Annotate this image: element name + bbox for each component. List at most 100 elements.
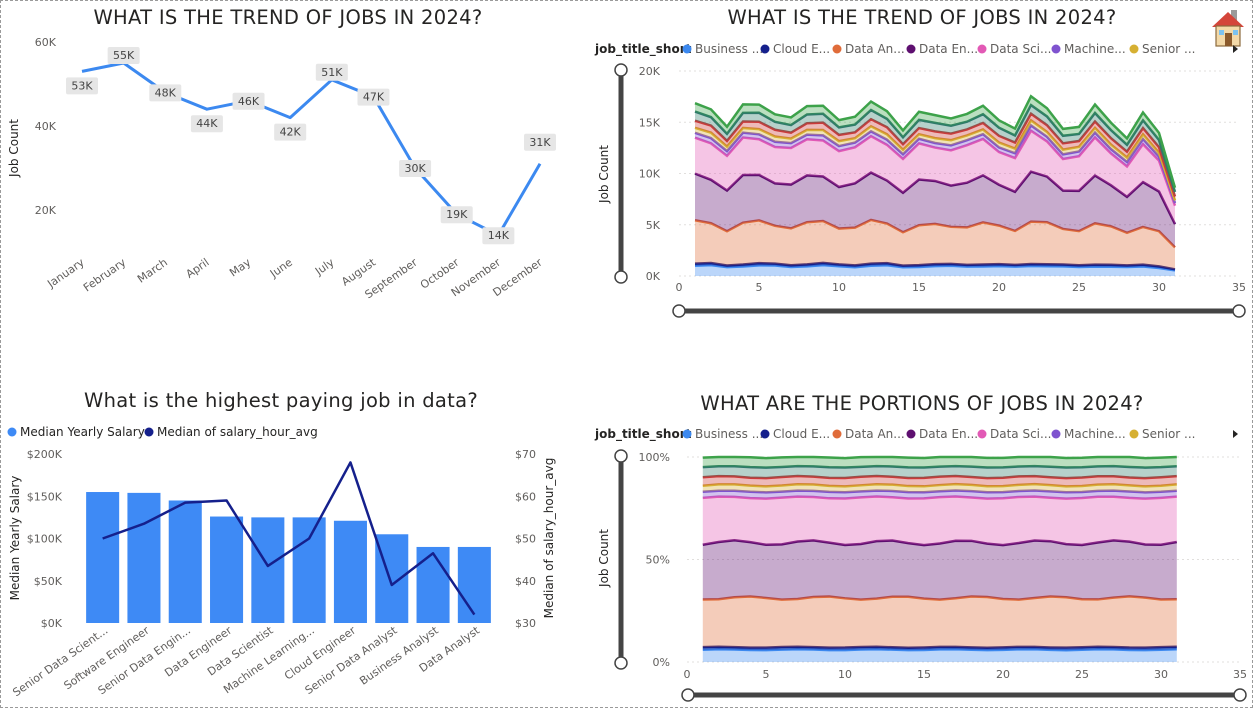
legend-swatch: [760, 44, 770, 54]
job-trend-stacked-area-chart: WHAT IS THE TREND OF JOBS IN 2024? job_t…: [594, 6, 1246, 318]
data-label-bg: [190, 115, 223, 133]
y-tick-label: $0K: [41, 617, 63, 630]
x-tick-label: 5: [756, 281, 763, 294]
hourly-salary-line: [102, 461, 476, 616]
salary-bar: [416, 546, 450, 623]
y-tick-label: $100K: [27, 533, 63, 546]
data-label: 44K: [196, 117, 218, 130]
area-fill: [702, 457, 1177, 468]
data-label: 46K: [238, 95, 260, 108]
x-tick-label: March: [135, 256, 170, 286]
data-label: 48K: [155, 86, 177, 99]
area-fill: [702, 540, 1177, 600]
data-label: 53K: [71, 79, 93, 92]
x-tick-label: 30: [1152, 281, 1166, 294]
y2-axis-label: Median of salary_hour_avg: [542, 458, 556, 619]
area-line: [694, 261, 1176, 271]
chart-title: WHAT IS THE TREND OF JOBS IN 2024?: [727, 6, 1116, 29]
x-tick-label: 0: [684, 668, 691, 681]
data-label-bg: [66, 77, 98, 95]
horizontal-zoom-handle-left: [672, 304, 686, 318]
data-label-bg: [274, 123, 307, 141]
x-tick-label: 20: [992, 281, 1006, 294]
job-portion-area-chart: WHAT ARE THE PORTIONS OF JOBS IN 2024? j…: [594, 392, 1247, 702]
legend-item: Machine...: [1064, 427, 1126, 441]
salary-bar: [292, 517, 326, 623]
x-tick-label: April: [184, 256, 212, 281]
y-tick-label: 10K: [639, 168, 661, 181]
y-tick-label: 20K: [35, 204, 57, 217]
legend-swatch: [906, 44, 916, 54]
y-axis-label: Job Count: [597, 145, 611, 204]
y2-tick-label: $60: [515, 490, 536, 503]
area-fill: [702, 466, 1177, 479]
legend-swatch: [832, 44, 842, 54]
legend-title: job_title_short: [594, 427, 692, 442]
x-tick-label: June: [267, 256, 295, 281]
area-line: [694, 128, 1177, 207]
data-label: 31K: [529, 136, 551, 149]
legend-item: Business ...: [695, 427, 763, 441]
y-tick-label: 40K: [35, 120, 57, 133]
y-tick-label: 100%: [639, 451, 670, 464]
data-label-bg: [232, 92, 265, 110]
chart-title: What is the highest paying job in data?: [84, 389, 478, 412]
chart-title: WHAT IS THE TREND OF JOBS IN 2024?: [93, 6, 482, 29]
x-tick-label: February: [81, 256, 129, 295]
area-line: [702, 455, 1177, 460]
legend-item: Business ...: [695, 42, 763, 56]
data-label: 55K: [113, 49, 135, 62]
y-tick-label: 60K: [35, 36, 57, 49]
legend-swatch: [760, 429, 770, 439]
legend-item: Cloud E...: [773, 42, 830, 56]
salary-bar: [210, 516, 244, 623]
y-tick-label: 50%: [646, 554, 670, 567]
area-line: [702, 489, 1177, 494]
area-line: [702, 647, 1177, 652]
area-line: [694, 218, 1176, 249]
legend-item: Data An...: [845, 42, 905, 56]
legend-swatch: [832, 429, 842, 439]
data-label: 42K: [280, 126, 302, 139]
legend-swatch: [977, 429, 987, 439]
legend-item: Machine...: [1064, 42, 1126, 56]
legend-item: Data En...: [919, 42, 978, 56]
y-tick-label: $50K: [34, 575, 63, 588]
horizontal-zoom-handle-left: [681, 688, 695, 702]
data-label-bg: [107, 47, 140, 64]
legend-swatch: [682, 44, 692, 54]
data-label-bg: [149, 84, 182, 102]
x-tick-label: 25: [1072, 281, 1086, 294]
salary-bar: [251, 517, 285, 623]
y-tick-label: 0K: [646, 270, 661, 283]
area-line: [694, 118, 1177, 201]
vertical-zoom-handle-top: [614, 449, 628, 463]
legend-item: Cloud E...: [773, 427, 830, 441]
y2-tick-label: $30: [515, 617, 536, 630]
legend-item: Senior ...: [1142, 42, 1195, 56]
legend-swatch: [144, 427, 154, 437]
vertical-zoom-handle-bottom: [614, 656, 628, 670]
x-tick-label: January: [44, 256, 87, 291]
data-label-bg: [440, 206, 473, 224]
x-tick-label: 5: [763, 668, 770, 681]
legend-swatch: [1051, 429, 1061, 439]
job-trend-line-chart: WHAT IS THE TREND OF JOBS IN 2024? Job C…: [7, 6, 556, 301]
legend-item: Median Yearly Salary: [20, 425, 145, 439]
data-label: 30K: [404, 162, 426, 175]
vertical-zoom-handle-top: [614, 63, 628, 77]
legend-title: job_title_short: [594, 42, 692, 57]
y2-tick-label: $40: [515, 575, 536, 588]
x-tick-label: 30: [1154, 668, 1168, 681]
x-tick-label: 15: [912, 281, 926, 294]
salary-combo-chart: What is the highest paying job in data? …: [7, 389, 556, 699]
y-tick-label: 20K: [639, 65, 661, 78]
house-icon[interactable]: [1210, 8, 1246, 48]
x-tick-label: July: [312, 256, 337, 279]
area-fill: [702, 496, 1177, 546]
legend-swatch: [906, 429, 916, 439]
y-tick-label: 5K: [646, 219, 661, 232]
x-tick-label: 35: [1233, 668, 1247, 681]
area-line: [702, 495, 1177, 500]
y-axis-label: Job Count: [597, 529, 611, 588]
